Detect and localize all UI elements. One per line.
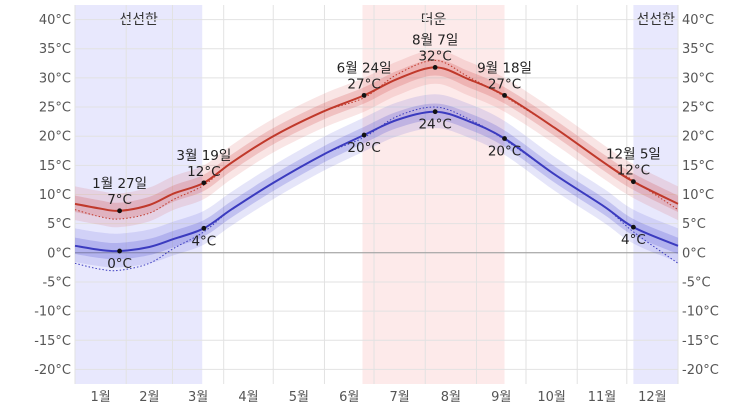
annotation-date-label: 9월 18일	[477, 60, 532, 76]
annotation-value-label: 0°C	[107, 256, 132, 272]
annotation-value-label: 4°C	[621, 232, 646, 248]
annotation-dot	[630, 224, 636, 230]
y-tick-label-left: -10°C	[34, 305, 71, 320]
axis-layer: 40°C 40°C 35°C 35°C 30°C 30°C 25°C 25°C 20°C 20°C…	[34, 13, 719, 405]
x-tick-label: 2월	[139, 390, 159, 405]
x-tick-label: 6월	[339, 390, 359, 405]
y-tick-label-left: 30°C	[39, 71, 71, 86]
x-tick-label: 8월	[441, 390, 461, 405]
band-inner-high	[75, 59, 678, 220]
annotation-dot	[361, 92, 367, 98]
y-tick-label-left: 5°C	[47, 217, 71, 232]
annotation-value-label: 24°C	[418, 117, 451, 133]
y-tick-label-left: 10°C	[39, 188, 71, 203]
annotation-value-label: 27°C	[488, 76, 521, 92]
annotation-value-label: 7°C	[107, 192, 132, 208]
y-tick-label-left: 40°C	[39, 13, 71, 28]
annotation-dot	[432, 64, 438, 70]
y-tick-label-left: 15°C	[39, 159, 71, 174]
annotation-date-label: 8월 7일	[412, 32, 458, 48]
y-tick-label-left: -15°C	[34, 334, 71, 349]
y-tick-label-right: 20°C	[682, 130, 714, 145]
x-tick-label: 10월	[537, 390, 566, 405]
grid-layer	[74, 5, 679, 384]
y-tick-label-right: -15°C	[682, 334, 719, 349]
mean-line-high	[74, 66, 679, 212]
annotation-date-label: 12월 5일	[606, 147, 661, 163]
y-tick-label-left: 25°C	[39, 101, 71, 116]
band-inner-low	[75, 103, 678, 260]
x-tick-label: 7월	[390, 390, 410, 405]
annotation-dot	[502, 92, 507, 98]
annotation-value-label: 27°C	[347, 76, 380, 92]
y-tick-label-right: 15°C	[682, 159, 714, 174]
y-tick-label-left: -20°C	[34, 363, 71, 378]
y-tick-label-right: -20°C	[682, 363, 719, 378]
annotation-value-label: 12°C	[617, 163, 650, 179]
x-tick-label: 4월	[238, 390, 258, 405]
y-tick-label-right: 10°C	[682, 188, 714, 203]
x-tick-label: 12월	[638, 390, 667, 405]
annotation-dot	[117, 248, 123, 254]
y-tick-label-right: 5°C	[682, 217, 706, 232]
annotation-date-label: 1월 27일	[92, 176, 147, 192]
y-tick-label-right: 35°C	[682, 42, 714, 57]
annotation-dot	[432, 109, 438, 115]
annotation-date-label: 6월 24일	[337, 60, 392, 76]
y-tick-label-left: -5°C	[42, 275, 71, 290]
annotation-value-label: 20°C	[347, 140, 380, 156]
y-tick-label-right: 30°C	[682, 71, 714, 86]
annotation-dot	[361, 132, 367, 138]
y-tick-label-left: 20°C	[39, 130, 71, 145]
annotation-date-label: 3월 19일	[176, 148, 231, 164]
annotation-dot	[502, 136, 507, 141]
x-tick-label: 3월	[188, 390, 208, 405]
x-tick-label: 9월	[491, 390, 511, 405]
annotation-dot	[630, 179, 636, 185]
annotation-value-label: 32°C	[418, 48, 451, 64]
band-outer-low	[75, 94, 678, 268]
band-layer	[75, 49, 678, 268]
y-tick-label-left: 0°C	[47, 246, 71, 261]
annotation-dot	[201, 225, 207, 231]
mean-line-low	[74, 110, 679, 253]
annotation-value-label: 4°C	[191, 233, 216, 249]
annotation-dot	[201, 180, 207, 186]
x-tick-label: 5월	[289, 390, 309, 405]
reference-line-high	[74, 59, 679, 220]
annotation-value-label: 20°C	[488, 144, 521, 160]
y-tick-label-right: -5°C	[682, 275, 711, 290]
x-tick-label: 1월	[90, 390, 110, 405]
band-outer-high	[75, 49, 678, 228]
y-tick-label-right: -10°C	[682, 305, 719, 320]
y-tick-label-left: 35°C	[39, 42, 71, 57]
y-tick-label-right: 40°C	[682, 13, 714, 28]
x-tick-label: 11월	[588, 390, 617, 405]
annotation-dot	[117, 208, 123, 214]
y-tick-label-right: 25°C	[682, 101, 714, 116]
annotation-value-label: 12°C	[187, 164, 220, 180]
line-layer	[74, 59, 679, 272]
y-tick-label-right: 0°C	[682, 246, 706, 261]
